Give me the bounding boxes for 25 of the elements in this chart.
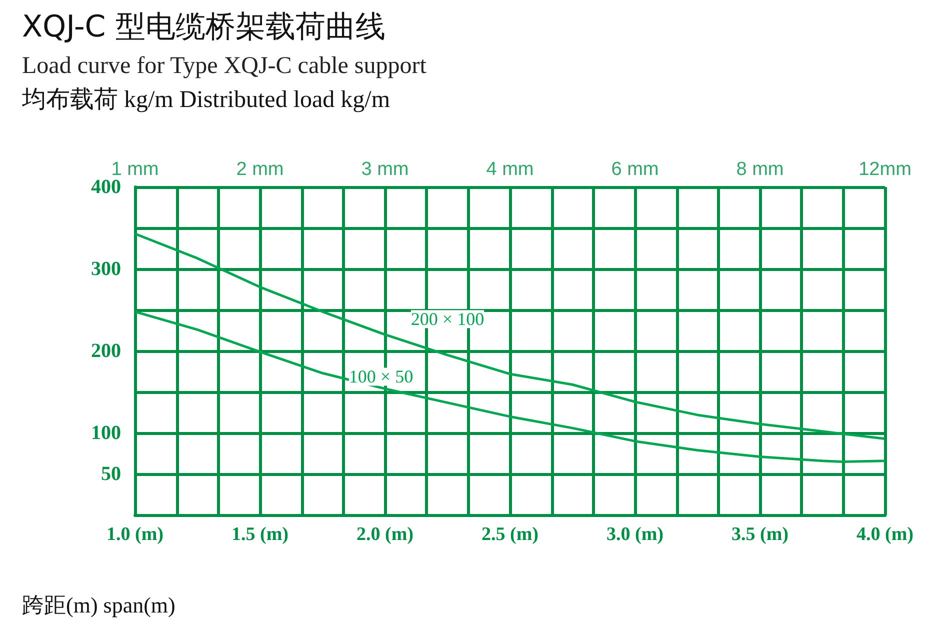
y-tick-label: 100 — [91, 422, 121, 444]
x-tick-label: 1.5 (m) — [232, 524, 288, 545]
series-label: 200 × 100 — [410, 309, 484, 330]
chart-title: XQJ-C 型电缆桥架载荷曲线 — [22, 10, 386, 44]
x-axis-title: 跨距(m) span(m) — [22, 592, 176, 618]
x-tick-label: 1.0 (m) — [106, 524, 164, 545]
x-tick-label: 3.5 (m) — [732, 524, 788, 545]
text: 8 mm — [736, 159, 784, 180]
text: 3 mm — [361, 159, 409, 180]
y-tick-label: 50 — [101, 463, 121, 485]
series-label: 100 × 50 — [348, 366, 414, 387]
x-tick-label: 2.0 (m) — [356, 524, 414, 545]
y-tick-label: 300 — [91, 258, 121, 280]
line-series — [134, 310, 886, 463]
x-tick-label: 2.5 (m) — [482, 524, 538, 545]
y-tick-label: 200 — [91, 340, 121, 362]
y-axis-title: 均布载荷 kg/m Distributed load kg/m — [21, 87, 390, 113]
x-tick-label: 3.0 (m) — [606, 524, 664, 545]
text: 4 mm — [486, 159, 534, 180]
text: 2 mm — [236, 159, 284, 180]
line-series — [134, 232, 886, 440]
text: 6 mm — [611, 159, 659, 180]
text: 12mm — [858, 159, 912, 180]
x-tick-label: 4.0 (m) — [856, 524, 914, 545]
chart-subtitle: Load curve for Type XQJ-C cable support — [22, 53, 427, 79]
